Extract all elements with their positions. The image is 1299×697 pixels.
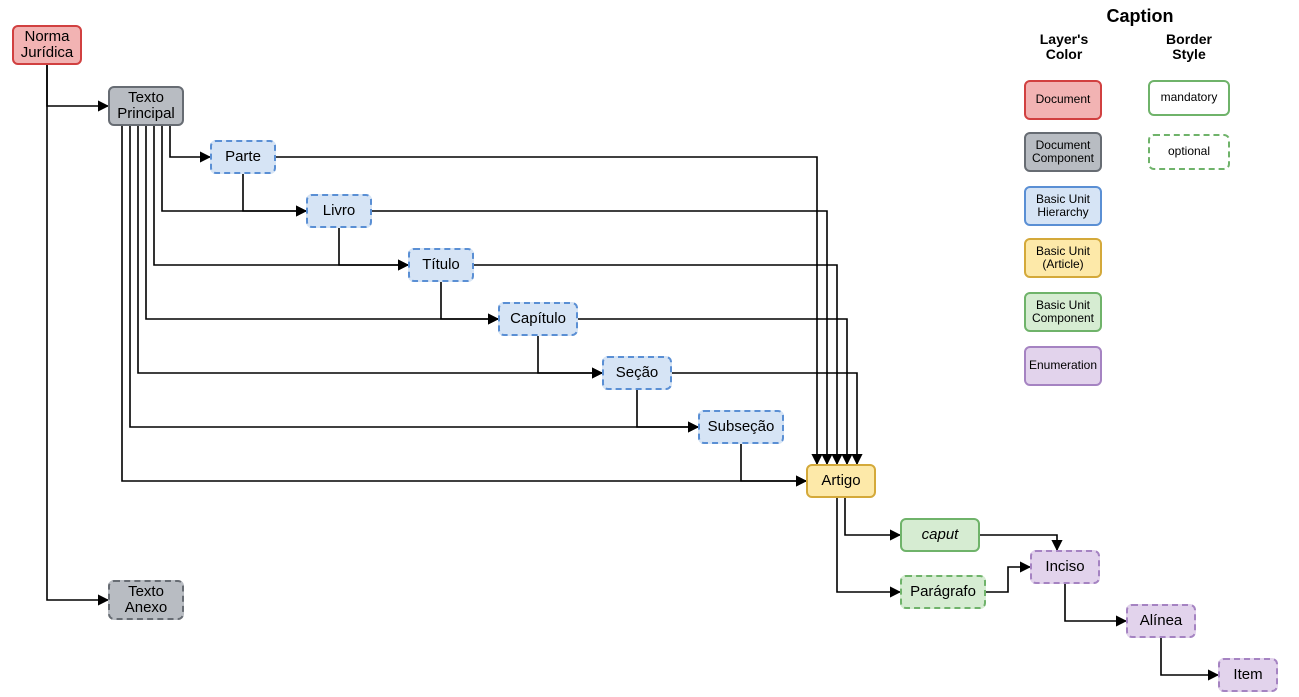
legend-article: Basic Unit (Article)	[1024, 238, 1102, 278]
node-item: Item	[1218, 658, 1278, 692]
node-norma: Norma Jurídica	[12, 25, 82, 65]
node-texto_principal: Texto Principal	[108, 86, 184, 126]
node-capitulo: Capítulo	[498, 302, 578, 336]
node-paragrafo: Parágrafo	[900, 575, 986, 609]
node-alinea: Alínea	[1126, 604, 1196, 638]
node-artigo: Artigo	[806, 464, 876, 498]
caption-title: Caption	[1090, 6, 1190, 28]
legend-unitcomp: Basic Unit Component	[1024, 292, 1102, 332]
legend-optional: optional	[1148, 134, 1230, 170]
legend-enumeration: Enumeration	[1024, 346, 1102, 386]
node-inciso: Inciso	[1030, 550, 1100, 584]
diagram-canvas: Caption Layer's Color Border Style Norma…	[0, 0, 1299, 697]
legend-document: Document	[1024, 80, 1102, 120]
caption-layers-color: Layer's Color	[1034, 32, 1094, 66]
legend-component: Document Component	[1024, 132, 1102, 172]
node-texto_anexo: Texto Anexo	[108, 580, 184, 620]
node-parte: Parte	[210, 140, 276, 174]
node-titulo: Título	[408, 248, 474, 282]
node-caput: caput	[900, 518, 980, 552]
legend-hierarchy: Basic Unit Hierarchy	[1024, 186, 1102, 226]
node-livro: Livro	[306, 194, 372, 228]
node-secao: Seção	[602, 356, 672, 390]
node-subsecao: Subseção	[698, 410, 784, 444]
edges-layer	[0, 0, 1299, 697]
legend-mandatory: mandatory	[1148, 80, 1230, 116]
caption-border-style: Border Style	[1156, 32, 1222, 66]
